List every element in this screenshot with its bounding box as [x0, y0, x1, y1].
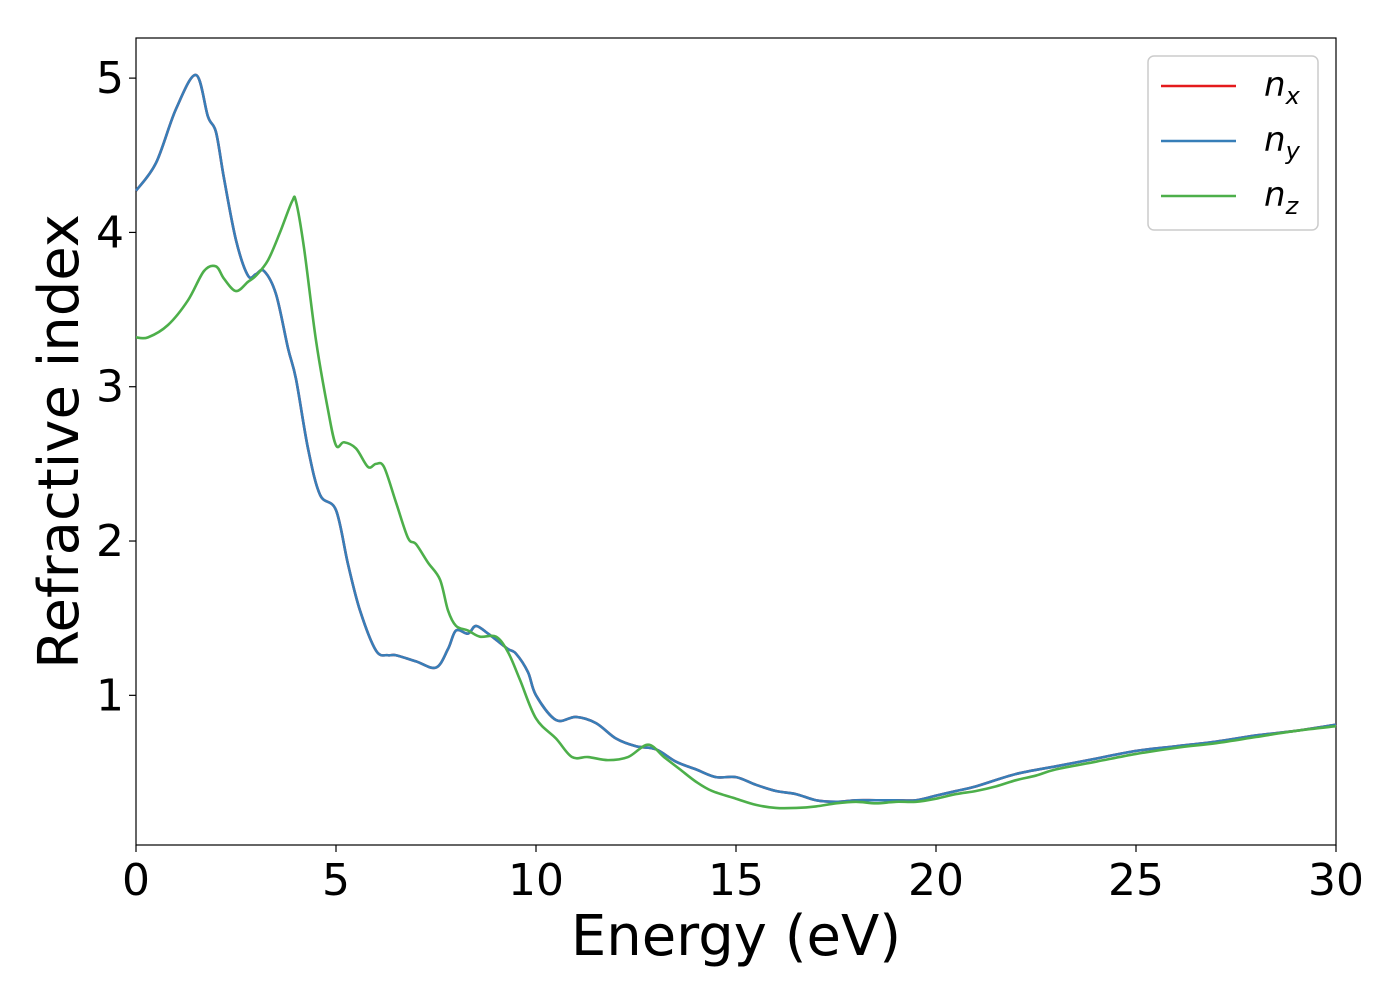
legend: nx ny nz: [1147, 55, 1319, 231]
x-axis: 0 5 10 15 20 25 30: [122, 845, 1364, 906]
legend-label-n-x: nx: [1264, 65, 1301, 110]
y-tick-label: 5: [96, 53, 124, 104]
x-tick-label: 10: [508, 855, 564, 906]
legend-label-n-z: nz: [1264, 175, 1300, 220]
x-tick-label: 0: [122, 855, 150, 906]
x-tick-label: 30: [1308, 855, 1364, 906]
x-tick-label: 15: [708, 855, 764, 906]
series-line-n-z: [135, 195, 1337, 810]
y-tick-label: 4: [96, 207, 124, 258]
x-axis-title: Energy (eV): [571, 904, 901, 969]
y-axis-title: Refractive index: [27, 214, 92, 669]
series-line-n-y: [134, 73, 1337, 804]
legend-box: [1147, 55, 1319, 231]
legend-label-n-y: ny: [1264, 120, 1301, 165]
y-tick-label: 3: [96, 362, 124, 413]
y-axis: 1 2 3 4 5: [96, 53, 136, 721]
y-tick-label: 2: [96, 516, 124, 567]
x-tick-label: 20: [908, 855, 964, 906]
y-tick-label: 1: [96, 670, 124, 721]
x-tick-label: 25: [1108, 855, 1164, 906]
x-tick-label: 5: [322, 855, 350, 906]
series-group: [134, 73, 1337, 810]
